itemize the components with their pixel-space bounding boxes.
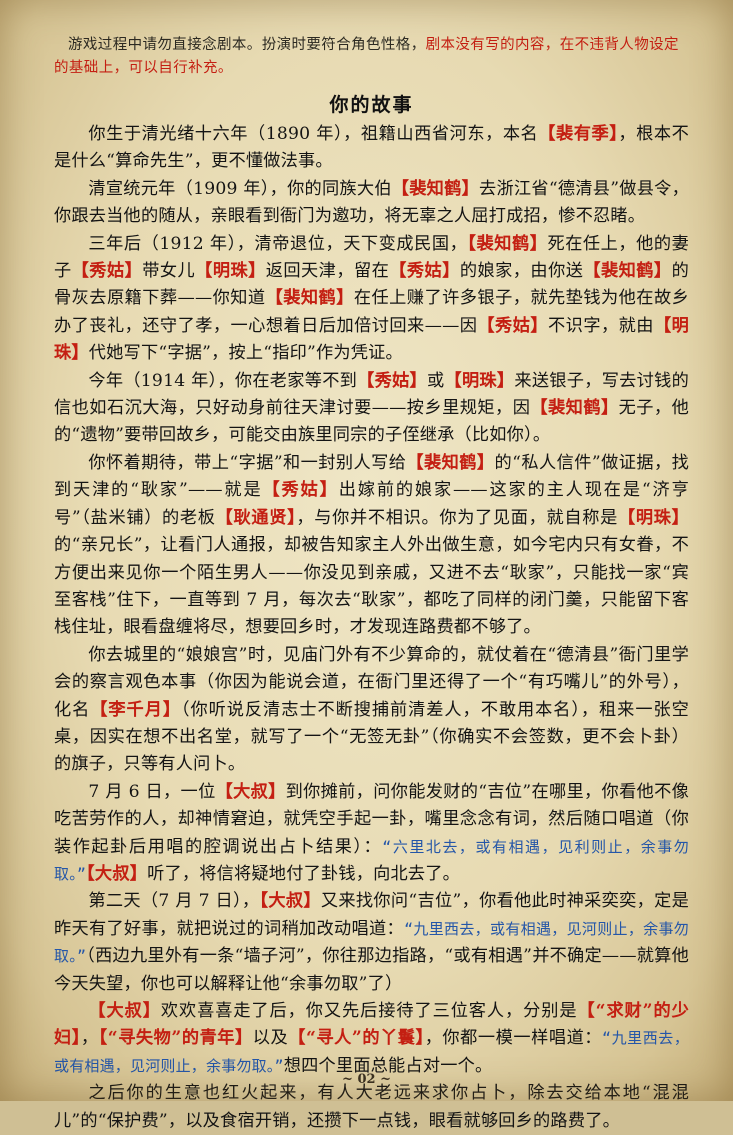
character-name: 【裴知鹤】 (406, 452, 495, 473)
paragraph-3: 三年后（1912 年），清帝退位，天下变成民国，【裴知鹤】死在任上，他的妻子【秀… (54, 233, 690, 364)
fortune-chant: “九里西去，或有相遇，见河则止，余事勿取。” (54, 919, 689, 966)
paragraph-10: 之后你的生意也红火起来，有人大老远来求你占卜，除去交给本地“混混儿”的“保护费”… (54, 1083, 689, 1131)
paragraph-4: 今年（1914 年），你在老家等不到【秀姑】或【明珠】来送银子，写去讨钱的信也如… (54, 370, 689, 446)
character-name: 【明珠】 (195, 261, 266, 282)
character-name: 【裴知鹤】 (391, 178, 480, 199)
character-name: 【“求财”的少妇】 (54, 1001, 689, 1049)
character-name: 【李千月】 (90, 699, 181, 720)
character-name: 【“寻人”的丫鬟】 (288, 1028, 425, 1049)
character-name: 【秀姑】 (262, 480, 339, 501)
character-name: 【明珠】 (618, 507, 689, 528)
character-name: 【“寻失物”的青年】 (98, 1028, 253, 1049)
character-name: 【秀姑】 (357, 370, 428, 391)
note-highlight: 剧本没有写的内容，在不违背人物设定的基础上，可以自行补充。 (54, 37, 679, 76)
character-name: 【裴知鹤】 (530, 398, 619, 419)
paragraph-2: 清宣统元年（1909 年），你的同族大伯【裴知鹤】去浙江省“德清县”做县令，你跟… (54, 178, 689, 227)
character-name: 【裴知鹤】 (583, 261, 672, 282)
character-name: 【明珠】 (54, 315, 689, 364)
paragraph-9: 【大叔】欢欢喜喜走了后，你又先后接待了三位客人，分别是【“求财”的少妇】，【“寻… (54, 1001, 690, 1076)
page-title: 你的故事 (329, 94, 414, 116)
character-name: 【裴知鹤】 (265, 288, 354, 309)
character-name: 【大叔】 (259, 891, 321, 912)
character-name: 【秀姑】 (71, 261, 143, 282)
paragraph-8: 第二天（7 月 7 日），【大叔】又来找你问“吉位”，你看他此时神采奕奕，定是昨… (54, 891, 690, 994)
fortune-chant: “九里西去，或有相遇，见河则止，余事勿取。” (54, 1029, 690, 1075)
page-number: ~ 02 ~ (342, 1072, 391, 1087)
instruction-note: 游戏过程中请勿直接念剧本。扮演时要符合角色性格，剧本没有写的内容，在不违背人物设… (54, 34, 689, 80)
character-name: 【大叔】 (88, 1001, 161, 1021)
character-name: 【大叔】 (215, 781, 286, 802)
character-name: 【秀姑】 (477, 315, 549, 336)
paragraph-6: 你去城里的“娘娘宫”时，见庙门外有不少算命的，就仗着在“德清县”衙门里学会的察言… (54, 644, 689, 775)
note-text: 游戏过程中请勿直接念剧本。扮演时要符合角色性格， (68, 37, 426, 53)
character-name: 【裴知鹤】 (467, 233, 548, 254)
character-name: 【秀姑】 (389, 261, 460, 282)
fortune-chant: “六里北去，或有相遇，见利则止，余事勿取。” (54, 837, 689, 883)
paragraph-5: 你怀着期待，带上“字据”和一封别人写给【裴知鹤】的“私人信件”做证据，找到天津的… (54, 452, 689, 638)
character-name: 【耿通贤】 (215, 507, 297, 528)
character-name: 【明珠】 (444, 370, 515, 391)
character-name: 【裴有季】 (538, 124, 619, 144)
paragraph-7: 7 月 6 日，一位【大叔】到你摊前，问你能发财的“吉位”在哪里，你看他不像吃苦… (54, 781, 689, 884)
paragraph-1: 你生于清光绪十六年（1890 年），祖籍山西省河东，本名【裴有季】，根本不是什么… (54, 124, 689, 172)
character-name: 【大叔】 (86, 863, 148, 884)
story-body: 你生于清光绪十六年（1890 年），祖籍山西省河东，本名【裴有季】，根本不是什么… (54, 121, 689, 1135)
